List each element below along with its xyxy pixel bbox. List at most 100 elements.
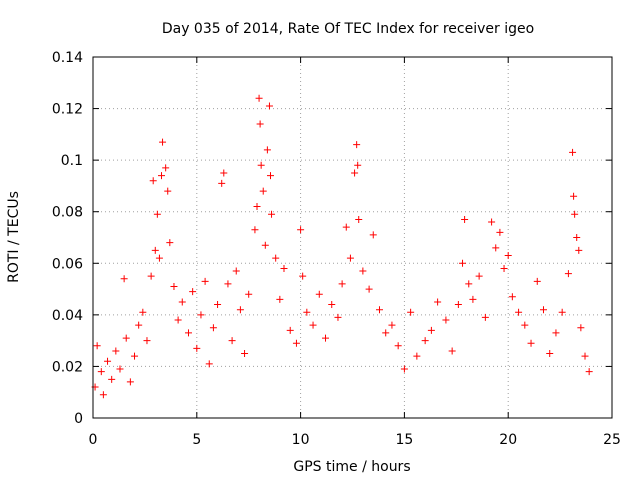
data-point xyxy=(434,298,442,306)
chart-title: Day 035 of 2014, Rate Of TEC Index for r… xyxy=(162,21,534,37)
data-point xyxy=(322,334,330,342)
data-point xyxy=(228,337,236,345)
x-tick-label: 0 xyxy=(89,432,98,448)
data-point xyxy=(153,210,161,218)
data-point xyxy=(241,350,249,358)
data-point xyxy=(108,375,116,383)
data-point xyxy=(527,339,535,347)
data-point xyxy=(492,244,500,252)
data-point xyxy=(465,280,473,288)
data-point xyxy=(104,357,112,365)
data-point xyxy=(116,365,124,373)
data-point xyxy=(569,148,577,156)
data-point xyxy=(388,321,396,329)
data-point xyxy=(571,210,579,218)
data-point xyxy=(266,172,274,180)
data-point xyxy=(112,347,120,355)
data-point xyxy=(236,306,244,314)
data-point xyxy=(508,293,516,301)
y-tick-label: 0.12 xyxy=(52,102,83,118)
data-point xyxy=(261,241,269,249)
data-point xyxy=(135,321,143,329)
data-point xyxy=(205,360,213,368)
data-point xyxy=(220,169,228,177)
data-point xyxy=(151,246,159,254)
data-point xyxy=(162,164,170,172)
data-point xyxy=(461,215,469,223)
data-point xyxy=(224,280,232,288)
x-tick-label: 15 xyxy=(395,432,413,448)
data-point xyxy=(481,313,489,321)
data-point xyxy=(546,350,554,358)
data-point xyxy=(315,290,323,298)
data-point xyxy=(218,179,226,187)
data-point xyxy=(276,295,284,303)
y-tick-label: 0.04 xyxy=(52,308,83,324)
data-point xyxy=(570,192,578,200)
data-point xyxy=(585,368,593,376)
data-point xyxy=(268,210,276,218)
data-point xyxy=(504,252,512,260)
data-point xyxy=(400,365,408,373)
data-point xyxy=(189,288,197,296)
data-point xyxy=(155,254,163,262)
data-point xyxy=(394,342,402,350)
data-point xyxy=(351,169,359,177)
data-point xyxy=(427,326,435,334)
data-point xyxy=(297,226,305,234)
data-point xyxy=(375,306,383,314)
data-point xyxy=(131,352,139,360)
data-points xyxy=(91,94,593,399)
grid-lines xyxy=(93,57,612,418)
data-point xyxy=(533,277,541,285)
y-tick-labels: 0 0.02 0.04 0.06 0.08 0.1 0.12 0.14 xyxy=(52,50,83,427)
data-point xyxy=(413,352,421,360)
data-point xyxy=(259,187,267,195)
data-point xyxy=(421,337,429,345)
data-point xyxy=(382,329,390,337)
data-point xyxy=(174,316,182,324)
data-point xyxy=(552,329,560,337)
data-point xyxy=(147,272,155,280)
data-point xyxy=(539,306,547,314)
data-point xyxy=(521,321,529,329)
data-point xyxy=(251,226,259,234)
data-point xyxy=(354,161,362,169)
y-tick-label: 0 xyxy=(74,411,83,427)
y-tick-label: 0.02 xyxy=(52,359,83,375)
data-point xyxy=(309,321,317,329)
plot-frame xyxy=(92,56,613,419)
y-tick-label: 0.14 xyxy=(52,50,83,66)
data-point xyxy=(93,342,101,350)
x-tick-label: 25 xyxy=(603,432,621,448)
data-point xyxy=(292,339,300,347)
data-point xyxy=(257,161,265,169)
axis-ticks xyxy=(92,56,613,419)
y-tick-label: 0.1 xyxy=(61,153,83,169)
data-point xyxy=(97,368,105,376)
data-point xyxy=(581,352,589,360)
data-point xyxy=(197,311,205,319)
data-point xyxy=(334,313,342,321)
data-point xyxy=(126,378,134,386)
y-tick-label: 0.06 xyxy=(52,256,83,272)
x-axis-label: GPS time / hours xyxy=(293,459,410,475)
data-point xyxy=(122,334,130,342)
data-point xyxy=(564,270,572,278)
data-point xyxy=(369,231,377,239)
data-point xyxy=(558,308,566,316)
data-point xyxy=(120,275,128,283)
data-point xyxy=(193,344,201,352)
data-point xyxy=(245,290,253,298)
data-point xyxy=(515,308,523,316)
y-tick-label: 0.08 xyxy=(52,205,83,221)
data-point xyxy=(256,120,264,128)
data-point xyxy=(214,301,222,309)
y-axis-label: ROTI / TECUs xyxy=(6,191,22,283)
data-point xyxy=(299,272,307,280)
data-point xyxy=(263,146,271,154)
data-point xyxy=(265,102,273,110)
x-tick-label: 10 xyxy=(292,432,310,448)
data-point xyxy=(342,223,350,231)
data-point xyxy=(286,326,294,334)
